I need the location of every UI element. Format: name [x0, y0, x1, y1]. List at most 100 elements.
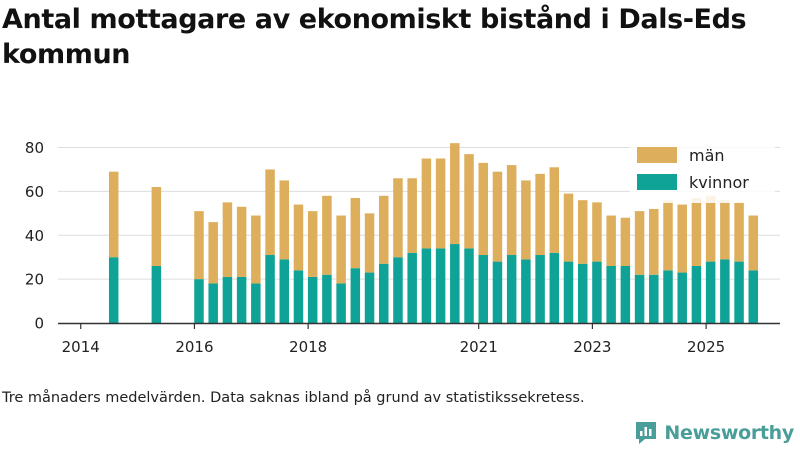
bar-man	[222, 202, 233, 277]
y-tick-label: 0	[34, 315, 44, 333]
bar-kvinnor	[663, 270, 673, 323]
bar-kvinnor	[592, 261, 602, 323]
bar-man	[236, 206, 247, 277]
bar-man	[691, 197, 702, 266]
bar-man	[734, 202, 744, 262]
y-tick-label: 60	[25, 183, 44, 201]
bar-kvinnor	[350, 268, 361, 323]
bar-man	[194, 211, 204, 280]
x-tick-label: 2023	[573, 338, 611, 356]
bar-man	[151, 187, 162, 266]
bar-man	[577, 200, 588, 264]
bar-man	[663, 200, 673, 271]
bar-man	[649, 208, 659, 275]
bar-kvinnor	[293, 270, 304, 323]
bar-man	[464, 154, 474, 249]
bar-man	[506, 165, 517, 256]
bar-kvinnor	[307, 276, 318, 323]
bar-kvinnor	[407, 252, 417, 323]
bar-kvinnor	[606, 265, 616, 323]
y-tick-label: 80	[25, 139, 44, 157]
bar-man	[307, 211, 318, 277]
bar-man	[322, 195, 332, 275]
bar-man	[677, 204, 687, 273]
bar-kvinnor	[734, 261, 744, 323]
bar-kvinnor	[421, 248, 432, 323]
bar-kvinnor	[563, 261, 574, 323]
x-tick-label: 2021	[460, 338, 498, 356]
bar-kvinnor	[677, 272, 687, 323]
legend-label: kvinnor	[689, 173, 749, 192]
bar-kvinnor	[435, 248, 446, 323]
x-tick-label: 2025	[687, 338, 725, 356]
bar-man	[535, 173, 545, 256]
brand-logo[interactable]: Newsworthy	[634, 420, 794, 446]
bar-kvinnor	[379, 263, 389, 323]
bar-man	[606, 215, 616, 266]
bar-kvinnor	[492, 261, 503, 323]
bar-kvinnor	[279, 259, 290, 323]
bar-man	[393, 178, 403, 258]
bar-man	[549, 167, 560, 253]
x-tick-label: 2018	[289, 338, 327, 356]
bar-kvinnor	[720, 259, 730, 323]
bar-kvinnor	[251, 283, 261, 323]
bar-kvinnor	[208, 283, 218, 323]
bar-kvinnor	[336, 283, 346, 323]
brand-name: Newsworthy	[664, 422, 794, 444]
bar-man	[293, 204, 304, 271]
bar-kvinnor	[108, 257, 119, 323]
bar-man	[364, 213, 375, 273]
bar-man	[450, 143, 460, 245]
bar-kvinnor	[151, 265, 162, 323]
bar-man	[208, 222, 218, 284]
bar-man	[748, 215, 759, 271]
x-tick-label: 2014	[62, 338, 100, 356]
bar-kvinnor	[620, 265, 631, 323]
bar-kvinnor	[649, 274, 659, 323]
bar-kvinnor	[705, 261, 716, 323]
bar-man	[521, 180, 531, 260]
bar-kvinnor	[450, 244, 460, 323]
legend-swatch	[637, 147, 677, 163]
bar-man	[350, 197, 361, 269]
newsworthy-logo-icon	[636, 422, 657, 444]
bar-man	[563, 193, 574, 262]
bar-kvinnor	[265, 255, 275, 323]
bar-man	[435, 158, 446, 249]
legend-swatch	[637, 174, 677, 190]
bar-man	[279, 180, 290, 260]
bar-man	[379, 195, 389, 264]
bar-man	[492, 171, 503, 262]
bar-man	[407, 178, 417, 253]
bar-kvinnor	[634, 274, 645, 323]
bar-man	[634, 211, 645, 275]
bar-man	[421, 158, 432, 249]
bar-kvinnor	[464, 248, 474, 323]
legend-label: män	[689, 146, 725, 165]
y-tick-label: 20	[25, 271, 44, 289]
bar-kvinnor	[577, 263, 588, 323]
bar-man	[336, 215, 346, 284]
bar-kvinnor	[549, 252, 560, 323]
bar-man	[620, 217, 631, 266]
x-tick-label: 2016	[175, 338, 213, 356]
bar-kvinnor	[236, 276, 247, 323]
footnote: Tre månaders medelvärden. Data saknas ib…	[2, 390, 585, 406]
bar-man	[108, 171, 119, 258]
y-tick-label: 40	[25, 227, 44, 245]
bar-kvinnor	[506, 255, 517, 323]
bar-man	[705, 195, 716, 262]
chart-title: Antal mottagare av ekonomiskt bistånd i …	[2, 4, 747, 70]
bar-man	[265, 169, 275, 256]
bar-man	[720, 200, 730, 260]
bar-kvinnor	[535, 255, 545, 323]
bar-kvinnor	[691, 265, 702, 323]
bar-kvinnor	[478, 255, 488, 323]
bar-man	[592, 202, 602, 262]
bar-man	[478, 162, 488, 256]
bar-kvinnor	[222, 276, 233, 323]
bar-kvinnor	[393, 257, 403, 323]
bar-kvinnor	[322, 274, 332, 323]
